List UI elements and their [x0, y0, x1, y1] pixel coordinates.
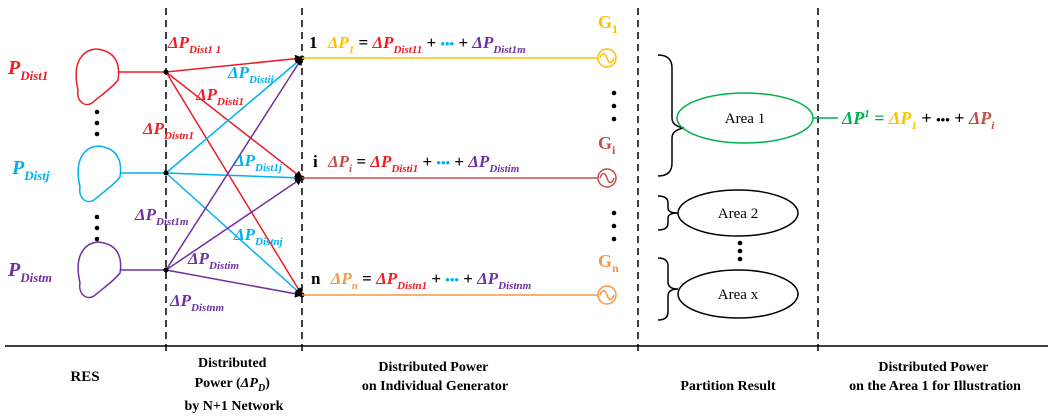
flow-label-dim: ΔPDistim: [187, 249, 239, 272]
flow-label-dn1: ΔPDistn1: [142, 119, 194, 142]
edge-red-n: [165, 71, 303, 296]
caption-area-1: Distributed Power on the Area 1 for Illu…: [849, 360, 1021, 394]
generator-1-label: G1: [598, 12, 618, 36]
res-source-1-shape: [75, 48, 120, 106]
area-2-ellipse: [677, 189, 799, 237]
area-1-formula: ΔP1 = ΔP1 + ••• + ΔPi: [841, 101, 995, 133]
generator-i-equation: i ΔPi = ΔPDisti1 + ••• + ΔPDistim: [313, 152, 520, 176]
edge-purple-i: [165, 177, 303, 271]
caption-distributed-power: Distributed Power (ΔPD) by N+1 Network: [185, 356, 284, 414]
caption-partition-result: Partition Result: [680, 379, 776, 394]
caption-individual-generator: Distributed Power on Individual Generato…: [362, 360, 508, 394]
network-edges: [165, 54, 303, 298]
area-x-ellipse: [677, 269, 799, 319]
generator-i-label: Gi: [598, 133, 616, 157]
flow-label-d1j: ΔPDistij: [227, 63, 274, 86]
source-label-m: PDistm: [7, 259, 52, 285]
res-source-m-shape: [77, 241, 122, 299]
area-x-label: Area x: [718, 287, 759, 303]
source-label-j: PDistj: [11, 157, 50, 183]
flow-label-dnj: ΔPDistnj: [233, 225, 284, 248]
edge-purple-1: [165, 57, 303, 271]
generator-i-icon: [597, 168, 617, 188]
flow-label-dj1: ΔPDist1j: [233, 151, 283, 174]
generator-n-label: Gn: [598, 251, 619, 275]
edge-blue-n: [165, 172, 303, 296]
edge-red-i: [165, 71, 303, 179]
generator-n-icon: [597, 285, 617, 305]
flow-label-dnm: ΔPDistnm: [169, 291, 225, 314]
generator-1-equation: 1 ΔP1 = ΔPDist11 + ••• + ΔPDist1m: [309, 33, 526, 57]
edge-blue-i: [165, 172, 303, 182]
flow-label-d11: ΔPDist1 1: [167, 33, 221, 56]
brace-area-x: [657, 257, 679, 321]
res-source-j-shape: [77, 145, 122, 203]
area-2-label: Area 2: [718, 206, 758, 222]
edge-red-1: [165, 54, 303, 73]
flow-label-di1: ΔPDisti1: [195, 85, 244, 108]
generator-n-equation: n ΔPn = ΔPDistn1 + ••• + ΔPDistnm: [311, 269, 532, 293]
flow-label-d1m: ΔPDist1m: [134, 205, 189, 228]
vertical-dots: [94, 90, 743, 262]
area-1-label: Area 1: [725, 111, 765, 127]
brace-area-1: [657, 54, 685, 177]
caption-res: RES: [70, 369, 99, 385]
network-nodes: [163, 55, 305, 298]
edge-blue-1: [165, 57, 303, 174]
brace-area-2: [657, 195, 679, 231]
edge-purple-n: [165, 269, 303, 298]
source-label-1: PDist1: [7, 57, 48, 83]
generator-1-icon: [597, 48, 617, 68]
